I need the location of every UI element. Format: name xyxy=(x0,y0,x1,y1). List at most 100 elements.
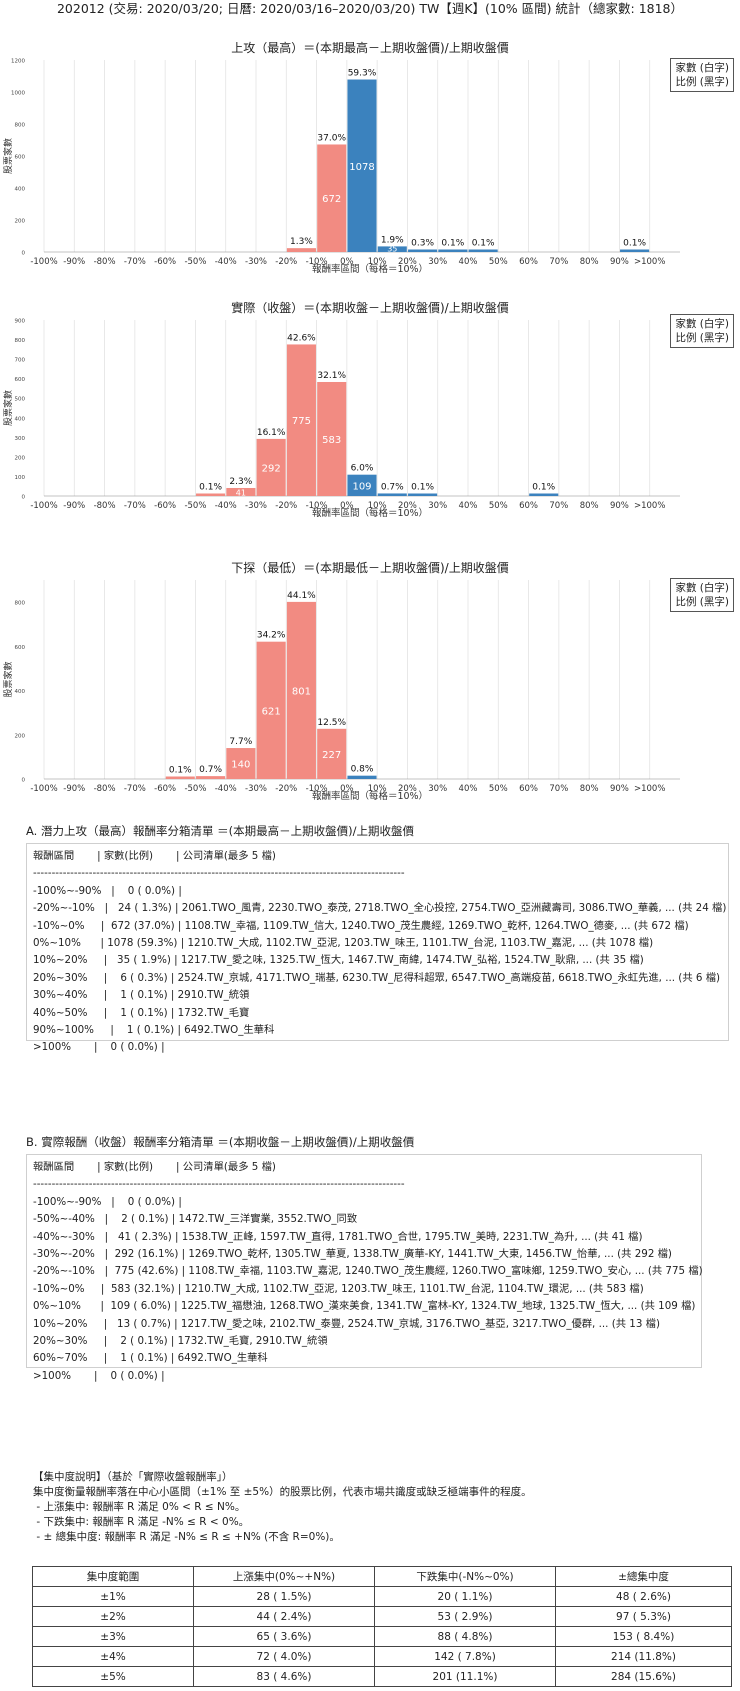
x-tick-label: -100% xyxy=(30,784,57,794)
bar-percent-label: 6.0% xyxy=(351,464,374,474)
x-tick-label: -10% xyxy=(306,257,328,267)
table-row: 10%~20% | 35 ( 1.9%) | 1217.TW_愛之味, 1325… xyxy=(33,954,644,967)
bar-percent-label: 0.1% xyxy=(169,766,192,776)
x-tick-label: 70% xyxy=(549,784,568,794)
x-tick-label: 0% xyxy=(340,784,354,794)
x-tick-label: 90% xyxy=(610,257,629,267)
table-row: ±2% 44 ( 2.4%) 53 ( 2.9%) 97 ( 5.3%) xyxy=(32,1606,732,1627)
x-tick-label: -90% xyxy=(63,257,85,267)
bar-count-label: 227 xyxy=(322,750,341,761)
table-row: -20%~-10% | 24 ( 1.3%) | 2061.TWO_風青, 22… xyxy=(33,902,727,915)
x-tick-label: -80% xyxy=(94,501,116,511)
x-tick-label: 60% xyxy=(519,501,538,511)
bar-percent-label: 0.1% xyxy=(532,483,555,493)
y-tick-label: 400 xyxy=(15,416,26,422)
table-row: 0%~10% | 109 ( 6.0%) | 1225.TW_福懋油, 1268… xyxy=(33,1300,696,1313)
legend-ratio-label: 比例 (黑字) xyxy=(675,76,729,88)
bar-percent-label: 0.3% xyxy=(411,239,434,249)
x-tick-label: >100% xyxy=(634,784,665,794)
chart-title: 下探（最低）＝(本期最低－上期收盤價)/上期收盤價 xyxy=(231,561,508,575)
chart-high: 上攻（最高）＝(本期最高－上期收盤價)/上期收盤價 -100% -90% -80% -7… xyxy=(0,40,740,290)
bar-count-label: 1078 xyxy=(349,162,374,173)
histogram-bar xyxy=(347,79,377,252)
table-header-row: 集中度範圍 上漲集中(0%~+N%) 下跌集中(-N%~0%) ±總集中度 xyxy=(32,1566,732,1587)
x-tick-label: 30% xyxy=(428,501,447,511)
histogram-bar xyxy=(347,474,377,496)
table-row: ±4% 72 ( 4.0%) 142 ( 7.8%) 214 (11.8%) xyxy=(32,1646,732,1667)
x-tick-label: >100% xyxy=(634,257,665,267)
y-tick-label: 0 xyxy=(22,778,26,784)
x-axis-label: 報酬率區間（每格＝10%） xyxy=(312,507,428,519)
y-tick-label: 200 xyxy=(15,455,26,461)
bar-percent-label: 2.3% xyxy=(229,477,252,487)
bar-percent-label: 0.1% xyxy=(623,239,646,249)
histogram-bar xyxy=(196,776,226,779)
y-axis-label: 股票家數 xyxy=(2,138,14,174)
bar-percent-label: 42.6% xyxy=(287,333,316,343)
histogram-bar xyxy=(286,601,316,779)
bar-percent-label: 1.9% xyxy=(381,235,404,245)
y-axis-label: 股票家數 xyxy=(2,390,14,426)
chart-legend: 家數 (白字) 比例 (黑字) xyxy=(670,578,734,612)
x-tick-label: 40% xyxy=(459,257,478,267)
y-tick-label: 0 xyxy=(22,251,26,257)
table-row: -100%~-90% | 0 ( 0.0%) | xyxy=(33,884,182,897)
bar-count-label: 801 xyxy=(292,686,311,697)
x-tick-label: -40% xyxy=(215,257,237,267)
x-tick-label: -30% xyxy=(245,257,267,267)
x-tick-label: -70% xyxy=(124,784,146,794)
histogram-bar xyxy=(317,381,347,496)
section-b-header: 報酬區間 | 家數(比例) | 公司清單(最多 5 檔) xyxy=(33,1161,276,1173)
table-row: 60%~70% | 1 ( 0.1%) | 6492.TWO_生華科 xyxy=(33,1352,268,1365)
section-a-table: 報酬區間 | 家數(比例) | 公司清單(最多 5 檔) -----------… xyxy=(26,843,729,1053)
x-tick-label: -60% xyxy=(154,257,176,267)
histogram-bar xyxy=(468,249,498,252)
histogram-bar xyxy=(317,144,347,252)
x-tick-label: -100% xyxy=(30,257,57,267)
y-tick-label: 200 xyxy=(15,219,26,225)
bar-count-label: 109 xyxy=(352,481,371,492)
section-a-header: 報酬區間 | 家數(比例) | 公司清單(最多 5 檔) xyxy=(33,850,276,862)
column-header: ±總集中度 xyxy=(555,1566,732,1587)
x-tick-label: 10% xyxy=(368,257,387,267)
histogram-bar xyxy=(408,493,438,496)
notes-down: - 下跌集中: 報酬率 R 滿足 -N% ≤ R < 0%。 xyxy=(33,1516,250,1528)
chart-low: 下探（最低）＝(本期最低－上期收盤價)/上期收盤價 -100% -90% -80% -7… xyxy=(0,560,740,822)
chart-close-svg: 實際（收盤）＝(本期收盤－上期收盤價)/上期收盤價 -100% -90% -80% -7… xyxy=(2,300,680,519)
histogram-bar xyxy=(165,776,195,779)
bar-count-label: 41 xyxy=(236,489,246,498)
table-cell: ±1% xyxy=(32,1586,194,1607)
x-tick-label: -30% xyxy=(245,501,267,511)
x-tick-label: 30% xyxy=(428,257,447,267)
table-row: 20%~30% | 6 ( 0.3%) | 2524.TW_京城, 4171.T… xyxy=(33,971,721,984)
notes-both: - ± 總集中度: 報酬率 R 滿足 -N% ≤ R ≤ +N% (不含 R=0… xyxy=(33,1531,340,1543)
histogram-bar xyxy=(196,493,226,496)
table-row: >100% | 0 ( 0.0%) | xyxy=(33,1369,165,1382)
x-tick-label: 60% xyxy=(519,784,538,794)
y-tick-label: 800 xyxy=(15,338,26,344)
bar-percent-label: 0.8% xyxy=(351,765,374,775)
section-b-separator: ----------------------------------------… xyxy=(33,1178,405,1191)
table-row: 20%~30% | 2 ( 0.1%) | 1732.TW_毛寶, 2910.T… xyxy=(33,1335,328,1348)
bar-count-label: 583 xyxy=(322,435,341,446)
bar-percent-label: 32.1% xyxy=(317,371,346,381)
table-row: >100% | 0 ( 0.0%) | xyxy=(33,1041,165,1054)
bar-count-label: 621 xyxy=(262,706,281,717)
x-axis-label: 報酬率區間（每格＝10%） xyxy=(312,790,428,802)
histogram-bar xyxy=(408,249,438,252)
y-tick-label: 800 xyxy=(15,123,26,129)
bar-percent-label: 0.7% xyxy=(199,765,222,775)
x-tick-label: -10% xyxy=(306,501,328,511)
histogram-bar xyxy=(377,493,407,496)
table-row: ±5% 83 ( 4.6%) 201 (11.1%) 284 (15.6%) xyxy=(32,1666,732,1687)
table-row: -40%~-30% | 41 ( 2.3%) | 1538.TW_正峰, 159… xyxy=(33,1230,643,1243)
histogram-bar xyxy=(226,487,256,496)
x-tick-label: -100% xyxy=(30,501,57,511)
legend-count-label: 家數 (白字) xyxy=(675,318,729,330)
bar-count-label: 775 xyxy=(292,416,311,427)
chart-legend: 家數 (白字) 比例 (黑字) xyxy=(670,314,734,348)
x-tick-label: -20% xyxy=(275,257,297,267)
column-header: 集中度範圍 xyxy=(32,1566,194,1587)
table-row: -20%~-10% | 775 (42.6%) | 1108.TW_幸福, 11… xyxy=(33,1265,703,1278)
legend-count-label: 家數 (白字) xyxy=(675,62,729,74)
